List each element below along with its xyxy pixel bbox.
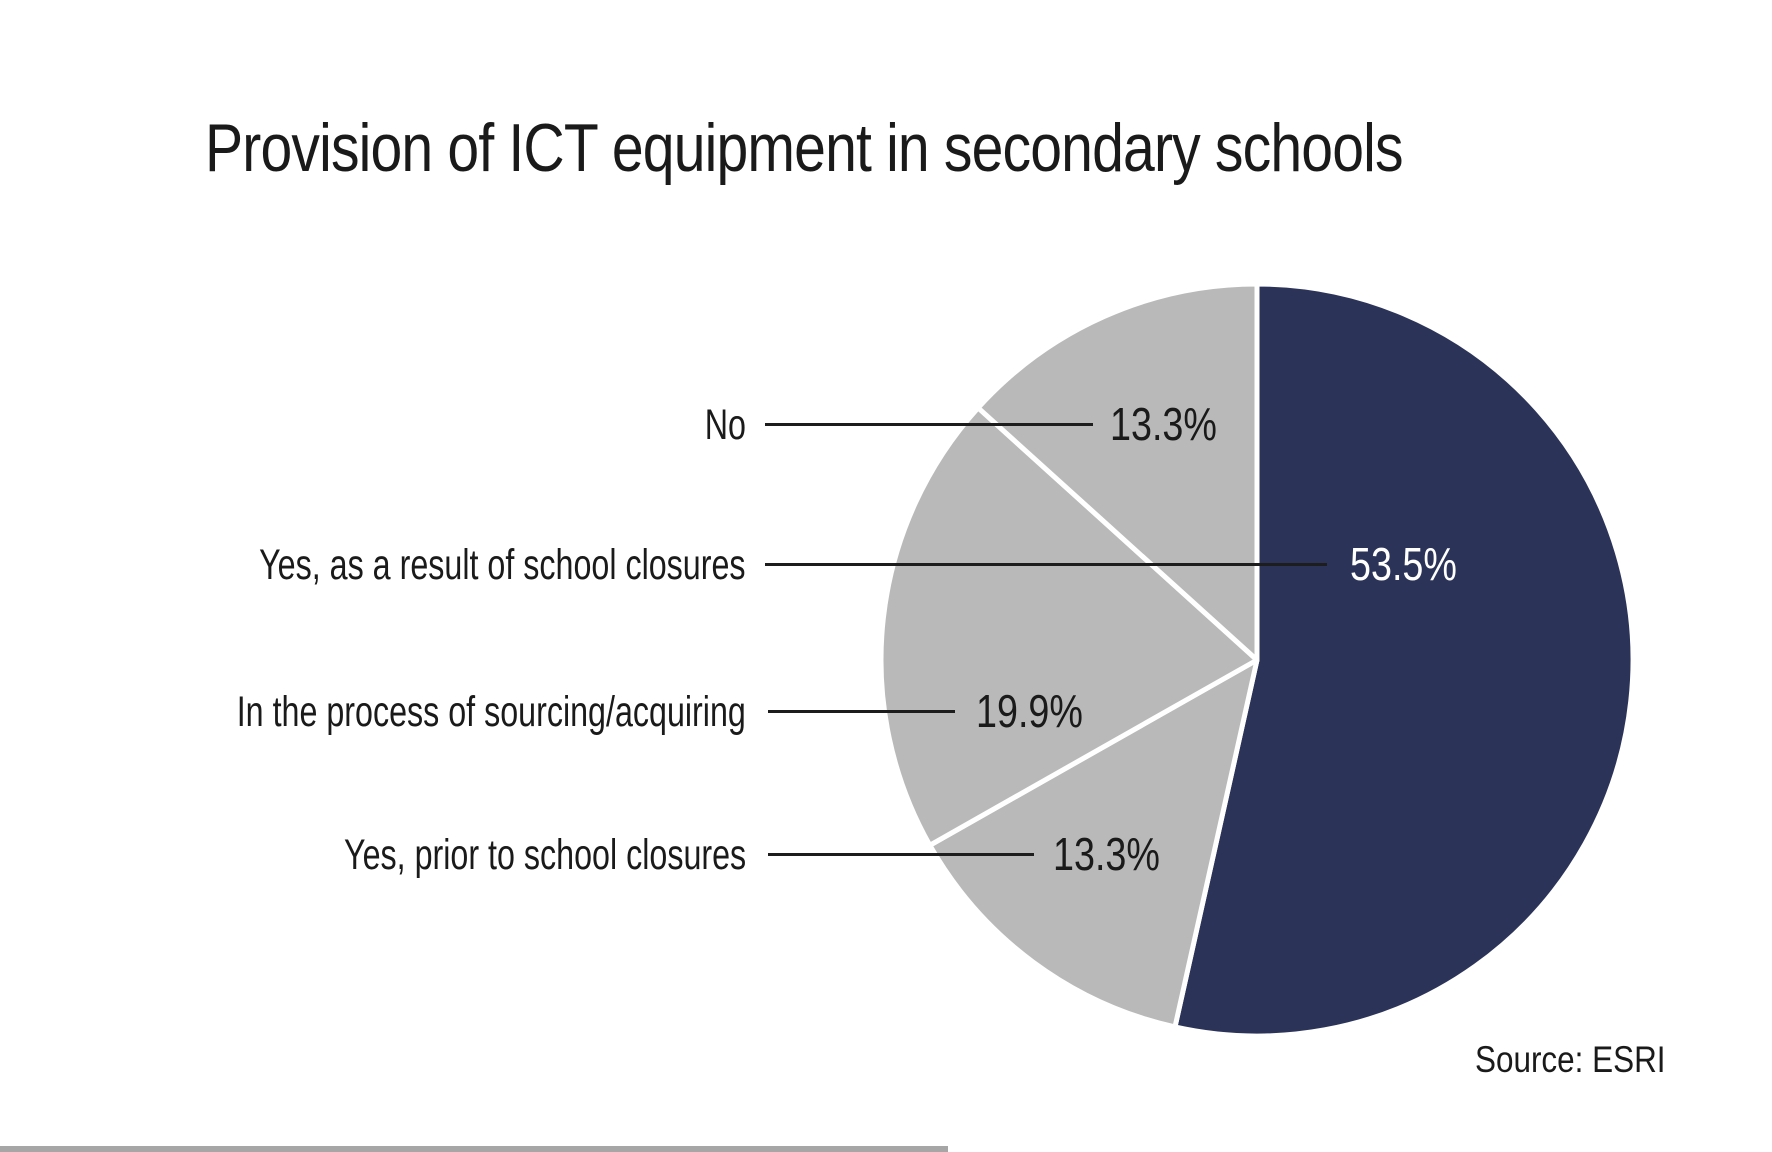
leader-line-yes-result (765, 563, 1327, 566)
pie-slice-0 (1172, 281, 1636, 1039)
slice-value-no: 13.3% (1110, 398, 1217, 450)
slice-label-yes-result: Yes, as a result of school closures (259, 541, 746, 589)
pie-slice-1 (927, 657, 1260, 1030)
slice-value-in-process: 19.9% (976, 685, 1083, 737)
slice-label-yes-prior: Yes, prior to school closures (343, 831, 746, 879)
leader-line-no (765, 423, 1093, 426)
chart-title: Provision of ICT equipment in secondary … (205, 112, 1631, 184)
pie-slice-2 (878, 405, 1260, 848)
slice-value-yes-result: 53.5% (1350, 538, 1457, 590)
leader-line-in-process (768, 710, 955, 713)
slice-label-in-process: In the process of sourcing/acquiring (236, 688, 746, 736)
source-note: Source: ESRI (1475, 1039, 1666, 1080)
pie-slice-3 (975, 281, 1260, 663)
bottom-edge-bar (0, 1146, 948, 1152)
leader-line-yes-prior (768, 853, 1034, 856)
slice-value-yes-prior: 13.3% (1053, 828, 1160, 880)
slice-label-no: No (704, 401, 746, 449)
chart-title-text: Provision of ICT equipment in secondary … (205, 110, 1404, 186)
